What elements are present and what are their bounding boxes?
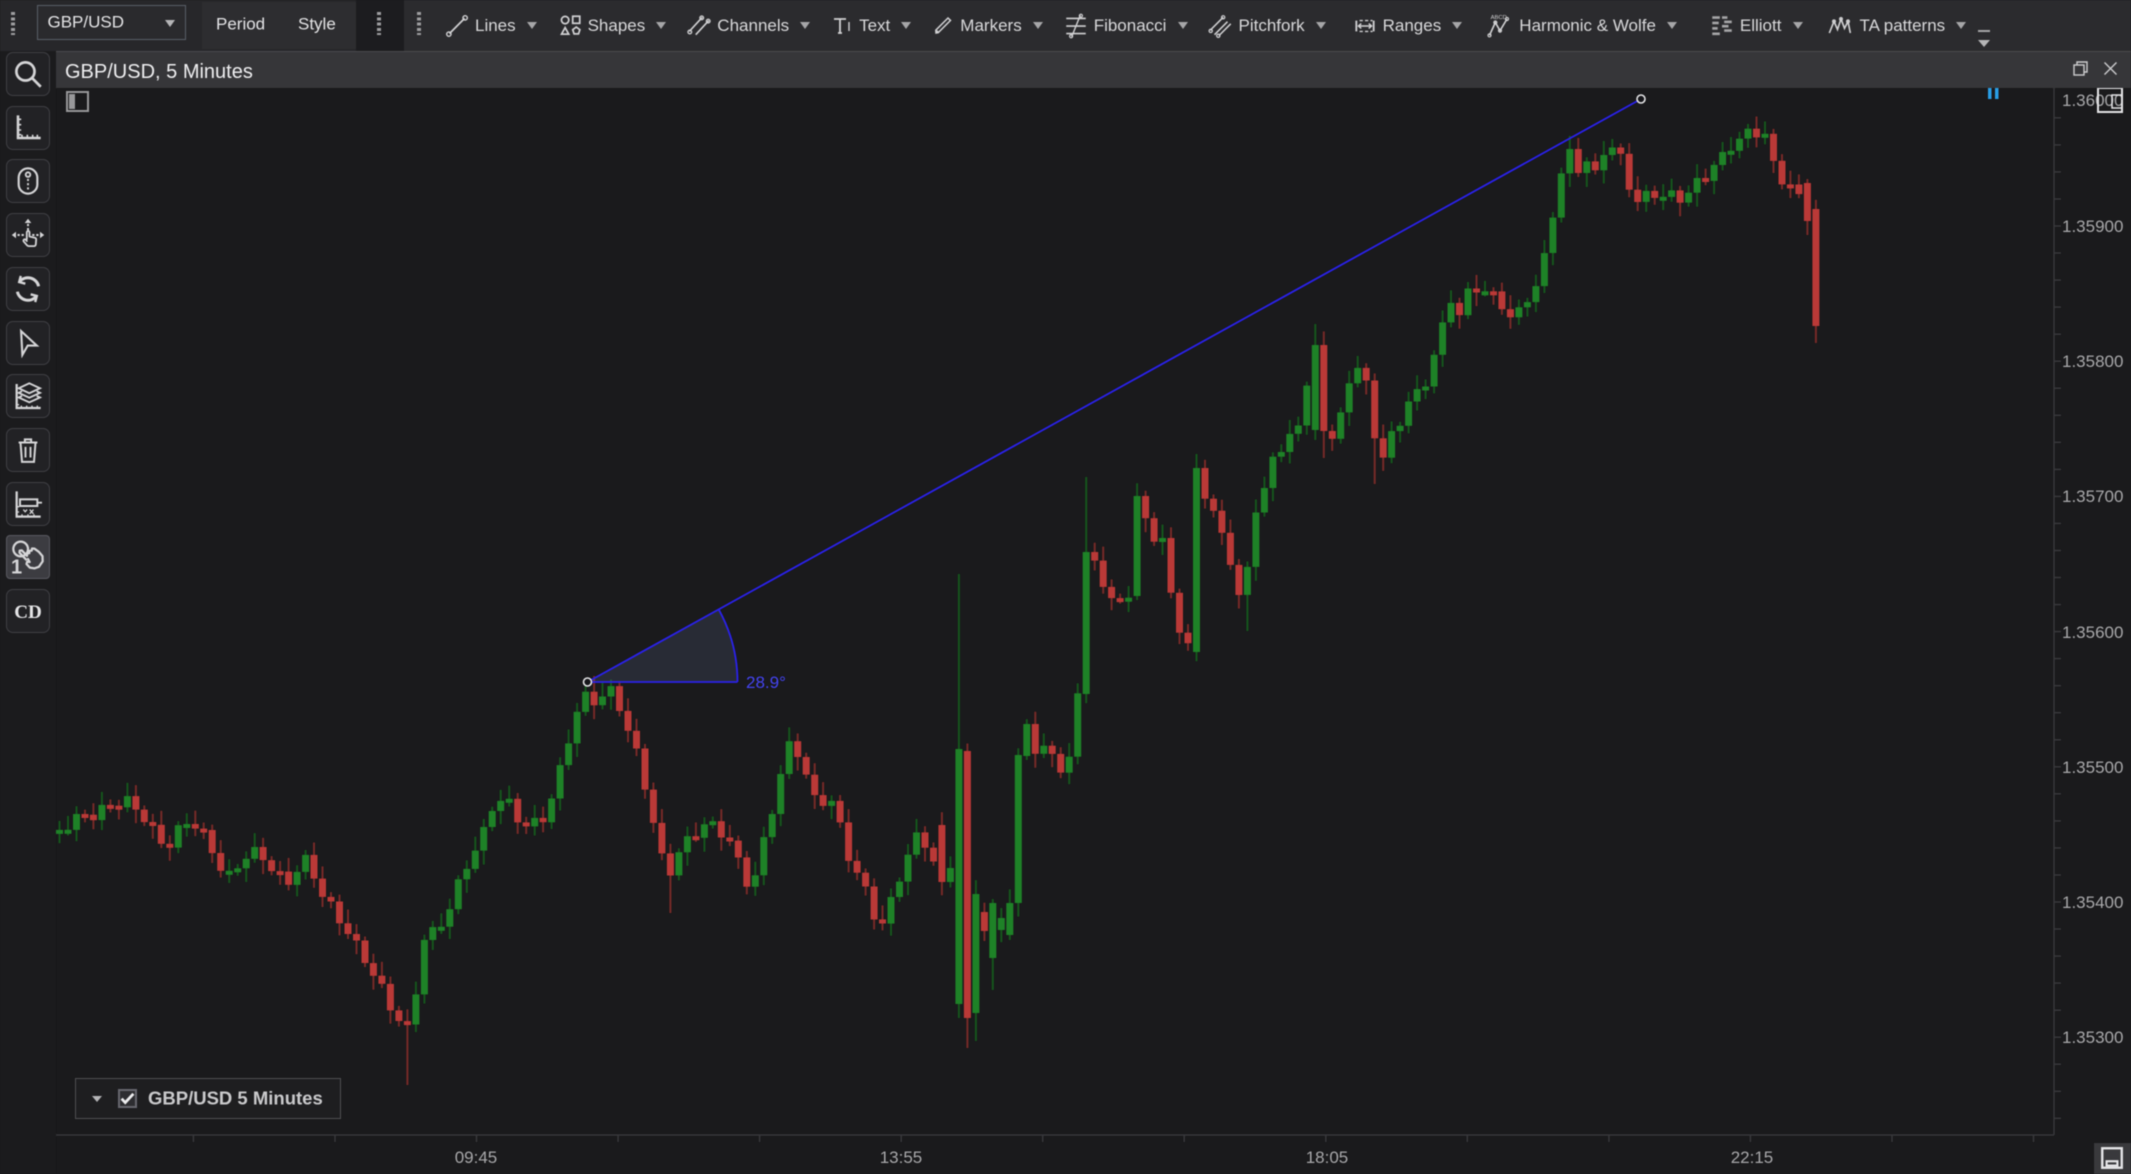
svg-text:1.35400: 1.35400: [2062, 893, 2123, 912]
svg-text:1.35900: 1.35900: [2062, 217, 2123, 236]
svg-text:1.36000: 1.36000: [2062, 91, 2123, 110]
svg-text:1.35500: 1.35500: [2062, 758, 2123, 777]
svg-text:1.35800: 1.35800: [2062, 352, 2123, 371]
svg-text:CD: CD: [14, 602, 42, 623]
svg-text:1.35600: 1.35600: [2062, 623, 2123, 642]
svg-text:13:55: 13:55: [880, 1148, 923, 1167]
svg-text:28.9°: 28.9°: [746, 673, 786, 692]
svg-text:18:05: 18:05: [1306, 1148, 1349, 1167]
svg-text:1: 1: [11, 556, 22, 577]
svg-text:1.35300: 1.35300: [2062, 1028, 2123, 1047]
svg-text:09:45: 09:45: [455, 1148, 498, 1167]
svg-text:ABCD: ABCD: [1491, 15, 1507, 21]
svg-text:1.35700: 1.35700: [2062, 487, 2123, 506]
svg-text:22:15: 22:15: [1731, 1148, 1774, 1167]
